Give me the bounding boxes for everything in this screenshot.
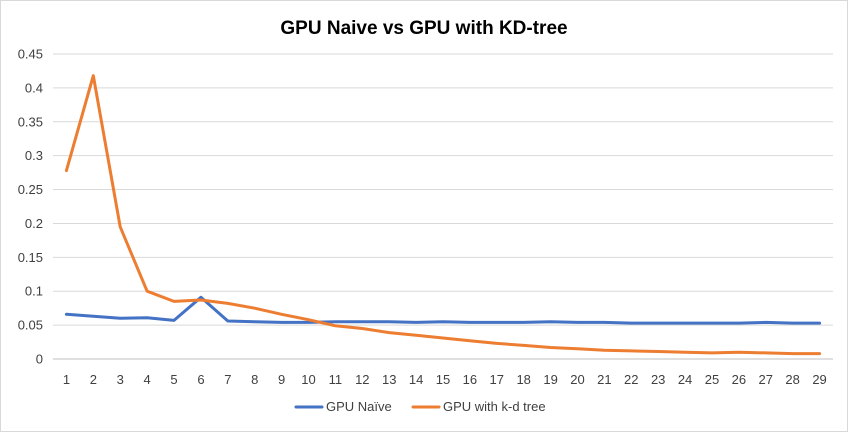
x-tick-label: 18 <box>516 372 530 387</box>
x-tick-label: 5 <box>170 372 177 387</box>
x-tick-label: 6 <box>197 372 204 387</box>
legend-label: GPU Naïve <box>326 399 392 414</box>
x-tick-label: 25 <box>705 372 719 387</box>
series-line-2 <box>64 74 822 356</box>
legend-label: GPU with k-d tree <box>443 399 546 414</box>
x-tick-label: 10 <box>301 372 315 387</box>
x-tick-label: 14 <box>409 372 423 387</box>
series-lines <box>64 74 822 356</box>
y-tick-label: 0.05 <box>18 318 43 333</box>
x-tick-label: 20 <box>570 372 584 387</box>
gridlines <box>53 53 833 360</box>
x-axis-ticks: 1 2 3 4 5 6 7 8 9 10 11 12 13 14 15 16 17 18 19 20 21 22 23 24 2… <box>63 372 827 387</box>
x-tick-label: 23 <box>651 372 665 387</box>
x-tick-label: 4 <box>144 372 151 387</box>
x-tick-label: 2 <box>90 372 97 387</box>
x-tick-label: 15 <box>436 372 450 387</box>
x-tick-label: 13 <box>382 372 396 387</box>
x-tick-label: 26 <box>732 372 746 387</box>
y-tick-label: 0.45 <box>18 47 43 62</box>
y-axis-ticks: 0 0.05 0.1 0.15 0.2 0.25 0.3 0.35 0.4 0.45 <box>18 47 43 367</box>
x-tick-label: 28 <box>785 372 799 387</box>
x-tick-label: 9 <box>278 372 285 387</box>
legend-item: GPU with k-d tree <box>411 399 546 414</box>
y-tick-label: 0.35 <box>18 114 43 129</box>
x-tick-label: 7 <box>224 372 231 387</box>
y-tick-label: 0.15 <box>18 250 43 265</box>
legend-item: GPU Naïve <box>294 399 392 414</box>
x-tick-label: 19 <box>543 372 557 387</box>
x-tick-label: 3 <box>117 372 124 387</box>
x-tick-label: 22 <box>624 372 638 387</box>
x-tick-label: 12 <box>355 372 369 387</box>
y-tick-label: 0.1 <box>25 284 43 299</box>
y-tick-label: 0.3 <box>25 148 43 163</box>
x-tick-label: 8 <box>251 372 258 387</box>
x-tick-label: 27 <box>759 372 773 387</box>
y-tick-label: 0.4 <box>25 80 43 95</box>
legend: GPU Naïve GPU with k-d tree <box>294 399 546 414</box>
x-tick-label: 24 <box>678 372 692 387</box>
x-tick-label: 1 <box>63 372 70 387</box>
x-tick-label: 11 <box>329 372 343 387</box>
y-tick-label: 0.2 <box>25 216 43 231</box>
x-tick-label: 16 <box>463 372 477 387</box>
x-tick-label: 29 <box>812 372 826 387</box>
y-tick-label: 0 <box>36 352 43 367</box>
y-tick-label: 0.25 <box>18 182 43 197</box>
x-tick-label: 17 <box>490 372 504 387</box>
x-tick-label: 21 <box>597 372 611 387</box>
series-line-1 <box>64 295 822 325</box>
chart-title: GPU Naive vs GPU with KD-tree <box>280 18 567 39</box>
